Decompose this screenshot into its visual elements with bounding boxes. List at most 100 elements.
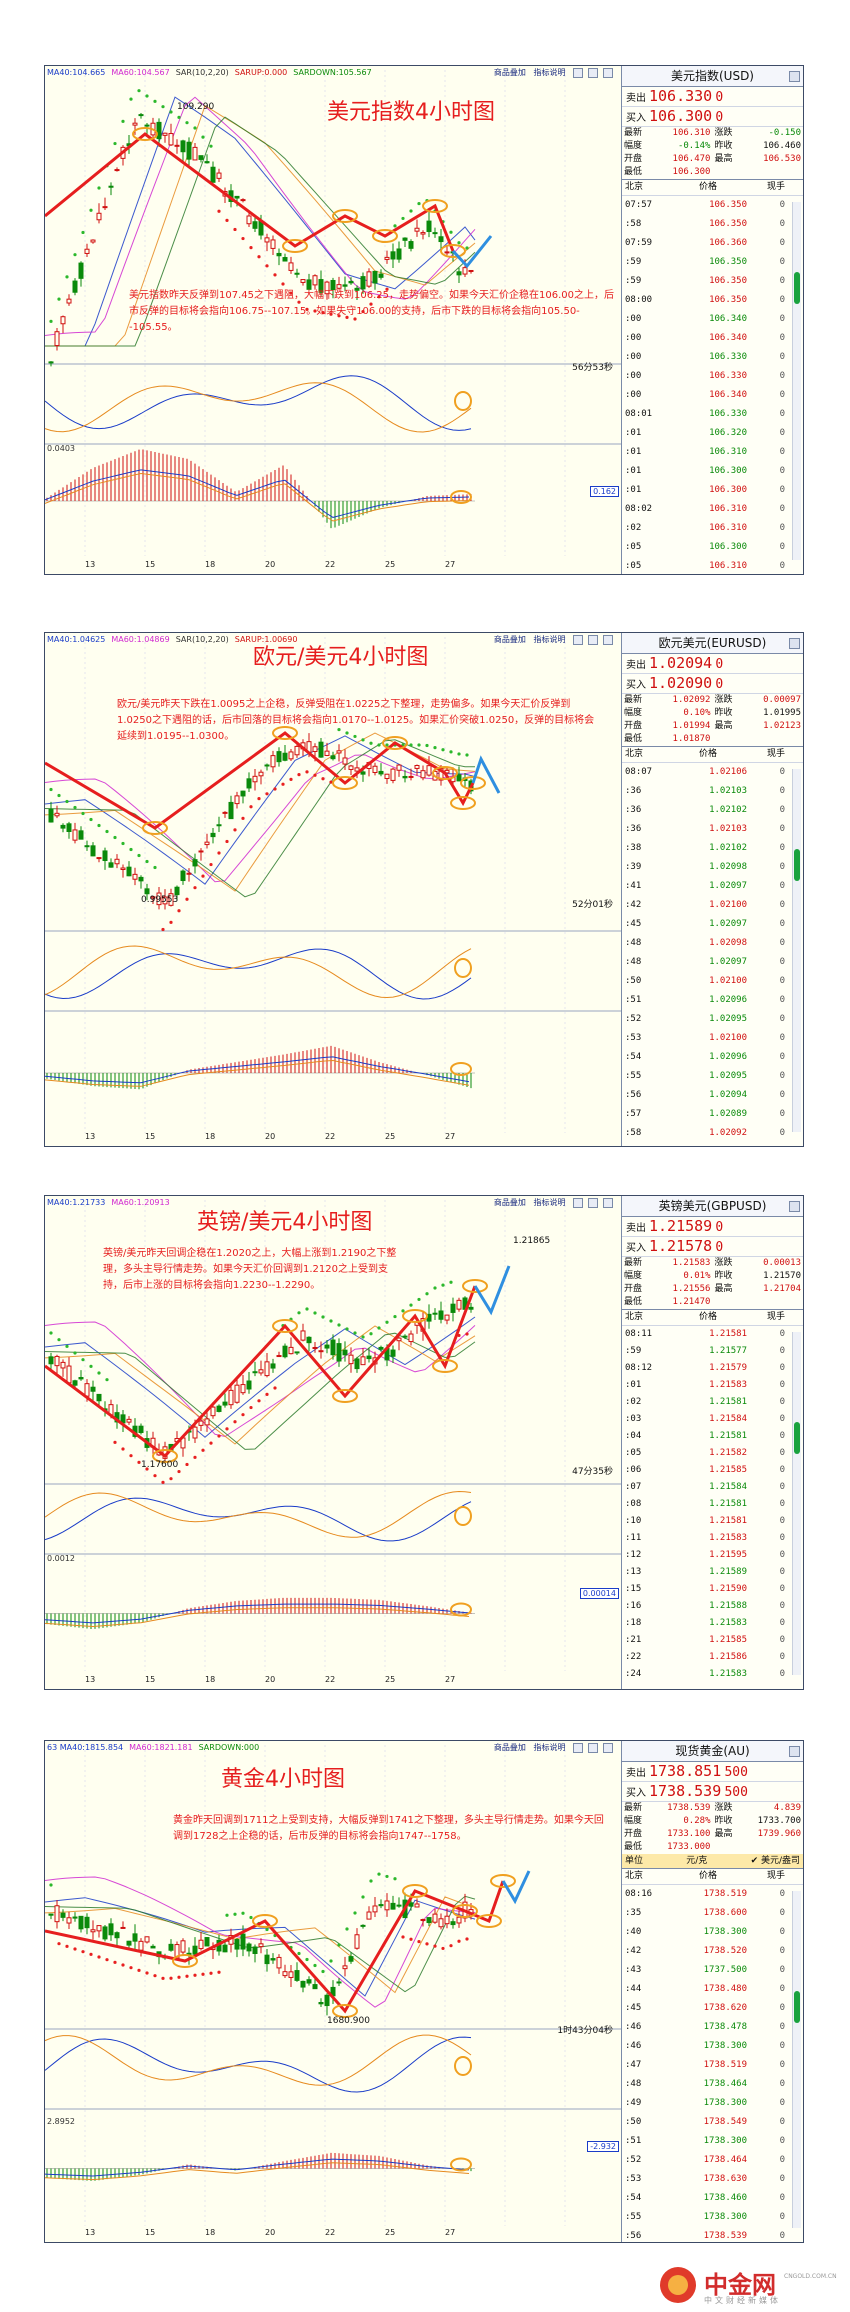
candle: [354, 767, 360, 772]
chart-legend: MA40:1.21733 MA60:1.20913: [47, 1198, 176, 1207]
tick-row: :40 1738.300 0: [625, 1927, 785, 1937]
candle: [258, 1943, 264, 1948]
window-button[interactable]: [573, 67, 583, 78]
buy-label: 买入: [626, 1243, 646, 1254]
window-button[interactable]: [573, 634, 583, 645]
legend-item: 63 MA40:1815.854: [47, 1743, 124, 1752]
window-button[interactable]: [588, 634, 598, 645]
x-tick-label: 25: [385, 2228, 396, 2237]
candle: [360, 771, 366, 775]
window-button[interactable]: [603, 1197, 613, 1208]
sell-size: 0: [715, 90, 724, 105]
window-button[interactable]: [588, 67, 598, 78]
sar-dot: [153, 1474, 157, 1478]
window-button[interactable]: [789, 71, 800, 82]
projection-arrow: [501, 1870, 531, 1905]
window-button[interactable]: [588, 1197, 598, 1208]
gbp-chart-svg: [45, 1200, 621, 1671]
indicator-explain-button[interactable]: 指标说明: [533, 68, 566, 77]
candle: [246, 1943, 252, 1952]
tick-row: :00 106.340 0: [625, 333, 785, 343]
sar-dot: [113, 835, 117, 840]
candle: [438, 1310, 444, 1320]
instrument-name: 欧元美元(EURUSD): [658, 636, 767, 650]
candle: [288, 262, 294, 271]
window-button[interactable]: [603, 634, 613, 645]
scrollbar[interactable]: [792, 202, 801, 560]
add-instrument-button[interactable]: 商品叠加: [493, 68, 526, 77]
scrollbar[interactable]: [792, 769, 801, 1132]
window-button[interactable]: [603, 67, 613, 78]
candle: [252, 1371, 258, 1374]
window-button[interactable]: [789, 1201, 800, 1212]
instrument-name: 英镑美元(GBPUSD): [658, 1199, 767, 1213]
sar-dot: [185, 121, 189, 125]
quote-board: 英镑美元(GBPUSD) 卖出 1.21589 0 买入 1.21578 0 最新 1.21…: [622, 1196, 803, 1689]
candle: [96, 212, 102, 221]
scrollbar-thumb[interactable]: [794, 272, 800, 304]
unit-row[interactable]: 单位 元/克 ✔ 美元/盎司: [622, 1854, 803, 1868]
candle: [414, 227, 420, 232]
window-button[interactable]: [573, 1742, 583, 1753]
candle: [90, 239, 96, 243]
candle: [342, 284, 348, 287]
add-instrument-button[interactable]: 商品叠加: [493, 635, 526, 644]
projection-arrow: [471, 755, 501, 794]
x-tick-label: 15: [145, 2228, 156, 2237]
candle: [246, 1380, 252, 1390]
sar-dot: [161, 927, 165, 932]
x-tick-label: 18: [205, 560, 216, 569]
window-button[interactable]: [603, 1742, 613, 1753]
x-tick-label: 13: [85, 1132, 96, 1141]
add-instrument-button[interactable]: 商品叠加: [493, 1198, 526, 1207]
sar-dot: [345, 1927, 349, 1931]
add-instrument-button[interactable]: 商品叠加: [493, 1743, 526, 1752]
candle: [96, 1393, 102, 1402]
usd-chart-area[interactable]: MA40:104.665 MA60:104.567 SAR(10,2,20) SARU…: [45, 66, 622, 574]
pivot-ellipse: [332, 2004, 358, 2018]
candle: [378, 1904, 384, 1907]
indicator-explain-button[interactable]: 指标说明: [533, 1743, 566, 1752]
legend-item: MA60:1821.181: [129, 1743, 193, 1752]
moving-average-line: [45, 1316, 476, 1438]
sell-label: 卖出: [626, 93, 646, 104]
window-button[interactable]: [588, 1742, 598, 1753]
sar-dot: [185, 1974, 189, 1978]
candle: [450, 1303, 456, 1313]
sar-dot: [137, 1968, 141, 1972]
indicator-explain-button[interactable]: 指标说明: [533, 635, 566, 644]
candle: [420, 770, 426, 779]
sar-dot: [441, 748, 445, 752]
tick-row: :41 1.02097 0: [625, 881, 785, 891]
sar-dot: [121, 841, 125, 846]
tick-row: :12 1.21595 0: [625, 1550, 785, 1560]
scrollbar[interactable]: [792, 1332, 801, 1675]
eur-chart-area[interactable]: MA40:1.04625 MA60:1.04869 SAR(10,2,20) SARU…: [45, 633, 622, 1146]
scrollbar[interactable]: [792, 1891, 801, 2228]
candle: [450, 1921, 456, 1926]
candle: [468, 269, 474, 272]
chart-title: 美元指数4小时图: [327, 100, 495, 125]
window-button[interactable]: [573, 1197, 583, 1208]
tick-row: 08:11 1.21581 0: [625, 1329, 785, 1339]
gbp-chart-area[interactable]: MA40:1.21733 MA60:1.20913 商品叠加 指标说明 英镑/美元…: [45, 1196, 622, 1689]
candle: [114, 1932, 120, 1939]
window-button[interactable]: [789, 1746, 800, 1757]
window-button[interactable]: [789, 638, 800, 649]
gold-chart-area[interactable]: 63 MA40:1815.854 MA60:1821.181 SARDOWN:000…: [45, 1741, 622, 2242]
sar-dot: [377, 1326, 381, 1330]
indicator-explain-button[interactable]: 指标说明: [533, 1198, 566, 1207]
tick-row: :39 1.02098 0: [625, 862, 785, 872]
candle: [270, 755, 276, 768]
pivot-ellipse: [382, 736, 408, 750]
candle: [330, 279, 336, 291]
scrollbar-thumb[interactable]: [794, 849, 800, 881]
candle: [336, 750, 342, 754]
sar-dot: [345, 731, 349, 735]
candle: [210, 832, 216, 838]
x-tick-label: 18: [205, 1132, 216, 1141]
scrollbar-thumb[interactable]: [794, 1422, 800, 1454]
sar-dot: [129, 1454, 133, 1458]
scrollbar-thumb[interactable]: [794, 1991, 800, 2023]
candle: [66, 1365, 72, 1384]
